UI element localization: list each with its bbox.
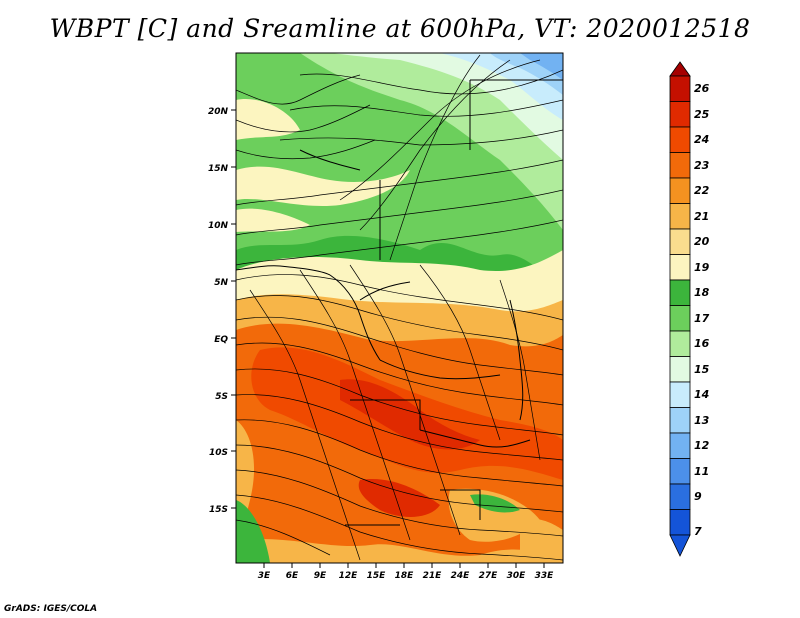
colorbar-label-25: 25: [694, 108, 710, 121]
lat-tick-eq: EQ: [214, 335, 236, 345]
lon-tick-15e: 15E: [367, 563, 387, 581]
colorbar-swatch-12: [669, 381, 691, 408]
colorbar-label-13: 13: [694, 414, 710, 427]
colorbar-label-26: 26: [694, 82, 710, 95]
lon-label-21e: 21E: [423, 571, 443, 581]
colorbar-label-16: 16: [694, 337, 710, 350]
lat-label-15s: 15S: [209, 505, 228, 515]
lon-tick-6e: 6E: [286, 563, 299, 581]
map-frame: [235, 52, 564, 564]
colorbar-top-arrow: [669, 61, 691, 77]
colorbar-label-20: 20: [694, 235, 710, 248]
lon-tick-21e: 21E: [423, 563, 443, 581]
colorbar-label-18: 18: [694, 286, 710, 299]
colorbar-label-17: 17: [694, 312, 710, 325]
colorbar-label-9: 9: [694, 490, 702, 503]
lon-label-30e: 30E: [507, 571, 527, 581]
lat-tick-15n: 15N: [208, 164, 236, 174]
colorbar-swatch-10: [669, 330, 691, 357]
colorbar-swatch-17: [669, 509, 691, 536]
lat-axis: 20N 15N 10N 5N EQ 5S 10S 15S: [208, 107, 236, 515]
lon-label-15e: 15E: [367, 571, 387, 581]
lon-tick-9e: 9E: [314, 563, 327, 581]
country-borders: [236, 79, 563, 526]
lon-tick-18e: 18E: [395, 563, 415, 581]
lat-tick-10s: 10S: [209, 448, 236, 458]
colorbar-label-12: 12: [694, 439, 710, 452]
colorbar-swatch-14: [669, 432, 691, 459]
colorbar-swatch-11: [669, 356, 691, 383]
grads-credit: GrADS: IGES/COLA: [4, 604, 98, 614]
colorbar-swatch-3: [669, 152, 691, 179]
colorbar-label-24: 24: [694, 133, 709, 146]
lon-label-33e: 33E: [535, 571, 555, 581]
colorbar-swatch-13: [669, 407, 691, 434]
lat-tick-5s: 5S: [215, 392, 236, 402]
colorbar-swatch-0: [669, 75, 691, 102]
lon-label-3e: 3E: [258, 571, 271, 581]
colorbar-label-15: 15: [694, 363, 710, 376]
colorbar-swatch-15: [669, 458, 691, 485]
colorbar-swatch-4: [669, 177, 691, 204]
lon-tick-3e: 3E: [258, 563, 271, 581]
lat-tick-15s: 15S: [209, 505, 236, 515]
colorbar-swatch-2: [669, 126, 691, 153]
lat-label-5s: 5S: [215, 392, 228, 402]
lat-label-20n: 20N: [208, 107, 229, 117]
lon-label-18e: 18E: [395, 571, 415, 581]
lon-tick-33e: 33E: [535, 563, 555, 581]
lon-tick-24e: 24E: [451, 563, 471, 581]
colorbar-swatch-8: [669, 279, 691, 306]
colorbar-label-22: 22: [694, 184, 710, 197]
lon-tick-27e: 27E: [479, 563, 499, 581]
colorbar-label-19: 19: [694, 261, 710, 274]
colorbar-swatch-5: [669, 203, 691, 230]
lon-label-9e: 9E: [314, 571, 327, 581]
chart-title: WBPT [C] and Sreamline at 600hPa, VT: 20…: [49, 14, 751, 43]
colorbar-bottom-arrow: [669, 534, 691, 557]
colorbar-label-14: 14: [694, 388, 709, 401]
lat-label-10n: 10N: [208, 221, 229, 231]
lon-label-27e: 27E: [479, 571, 499, 581]
colorbar-label-11: 11: [694, 465, 709, 478]
lat-label-10s: 10S: [209, 448, 228, 458]
colorbar-label-23: 23: [694, 159, 710, 172]
colorbar-label-7: 7: [694, 525, 702, 538]
lon-label-6e: 6E: [286, 571, 299, 581]
colorbar: 26 25 24 23 22 21 20 19 18 17 16 15 14 1…: [669, 61, 710, 557]
colorbar-label-21: 21: [694, 210, 709, 223]
lat-tick-10n: 10N: [208, 221, 236, 231]
colorbar-swatch-1: [669, 101, 691, 128]
lon-tick-30e: 30E: [507, 563, 527, 581]
colorbar-swatch-6: [669, 228, 691, 255]
lat-label-15n: 15N: [208, 164, 229, 174]
lon-label-24e: 24E: [451, 571, 471, 581]
lat-tick-5n: 5N: [214, 278, 236, 288]
colorbar-swatch-7: [669, 254, 691, 281]
colorbar-swatch-16: [669, 483, 691, 510]
lon-axis: 3E 6E 9E 12E 15E 18E 21E 24E 27E 30E 33E: [258, 563, 554, 581]
lon-tick-12e: 12E: [339, 563, 359, 581]
colorbar-swatch-9: [669, 305, 691, 332]
lon-label-12e: 12E: [339, 571, 359, 581]
lat-label-5n: 5N: [214, 278, 228, 288]
wbpt-field: [236, 53, 563, 563]
lat-tick-20n: 20N: [208, 107, 236, 117]
lat-label-eq: EQ: [214, 335, 228, 345]
